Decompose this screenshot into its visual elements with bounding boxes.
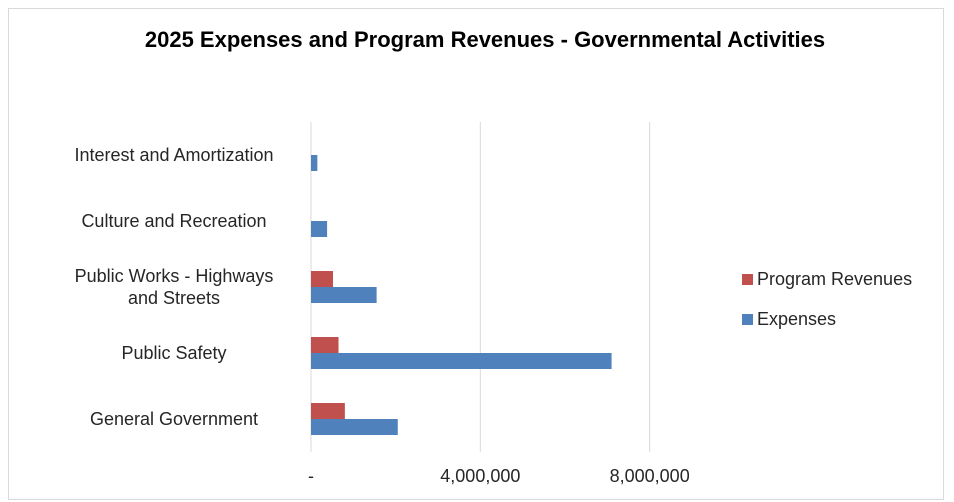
category-labels: General Government Public Safety Public Wo… <box>74 145 273 429</box>
category-label: Interest and Amortization <box>74 145 273 165</box>
bar-expenses <box>311 155 318 171</box>
legend: Program Revenues Expenses <box>742 269 912 329</box>
bar-expenses <box>311 353 612 369</box>
bar-program-revenues <box>311 403 345 419</box>
x-tick-label: - <box>308 466 314 486</box>
x-tick-label: 4,000,000 <box>440 466 520 486</box>
category-label: Culture and Recreation <box>81 211 266 231</box>
bar-program-revenues <box>311 271 334 287</box>
legend-swatch <box>742 274 753 285</box>
bar-expenses <box>311 221 328 237</box>
category-label: General Government <box>90 409 258 429</box>
tick-labels: - 4,000,000 8,000,000 <box>308 466 690 486</box>
chart-frame <box>8 8 944 500</box>
bar-expenses <box>311 287 377 303</box>
legend-label: Expenses <box>757 309 836 329</box>
bars <box>311 155 612 435</box>
legend-swatch <box>742 314 753 325</box>
category-label: Public Safety <box>121 343 226 363</box>
bar-program-revenues <box>311 337 339 353</box>
category-label: Public Works - Highways and Streets <box>75 266 274 308</box>
chart-title: 2025 Expenses and Program Revenues - Gov… <box>144 27 826 52</box>
bar-expenses <box>311 419 398 435</box>
x-tick-label: 8,000,000 <box>610 466 690 486</box>
legend-label: Program Revenues <box>757 269 912 289</box>
